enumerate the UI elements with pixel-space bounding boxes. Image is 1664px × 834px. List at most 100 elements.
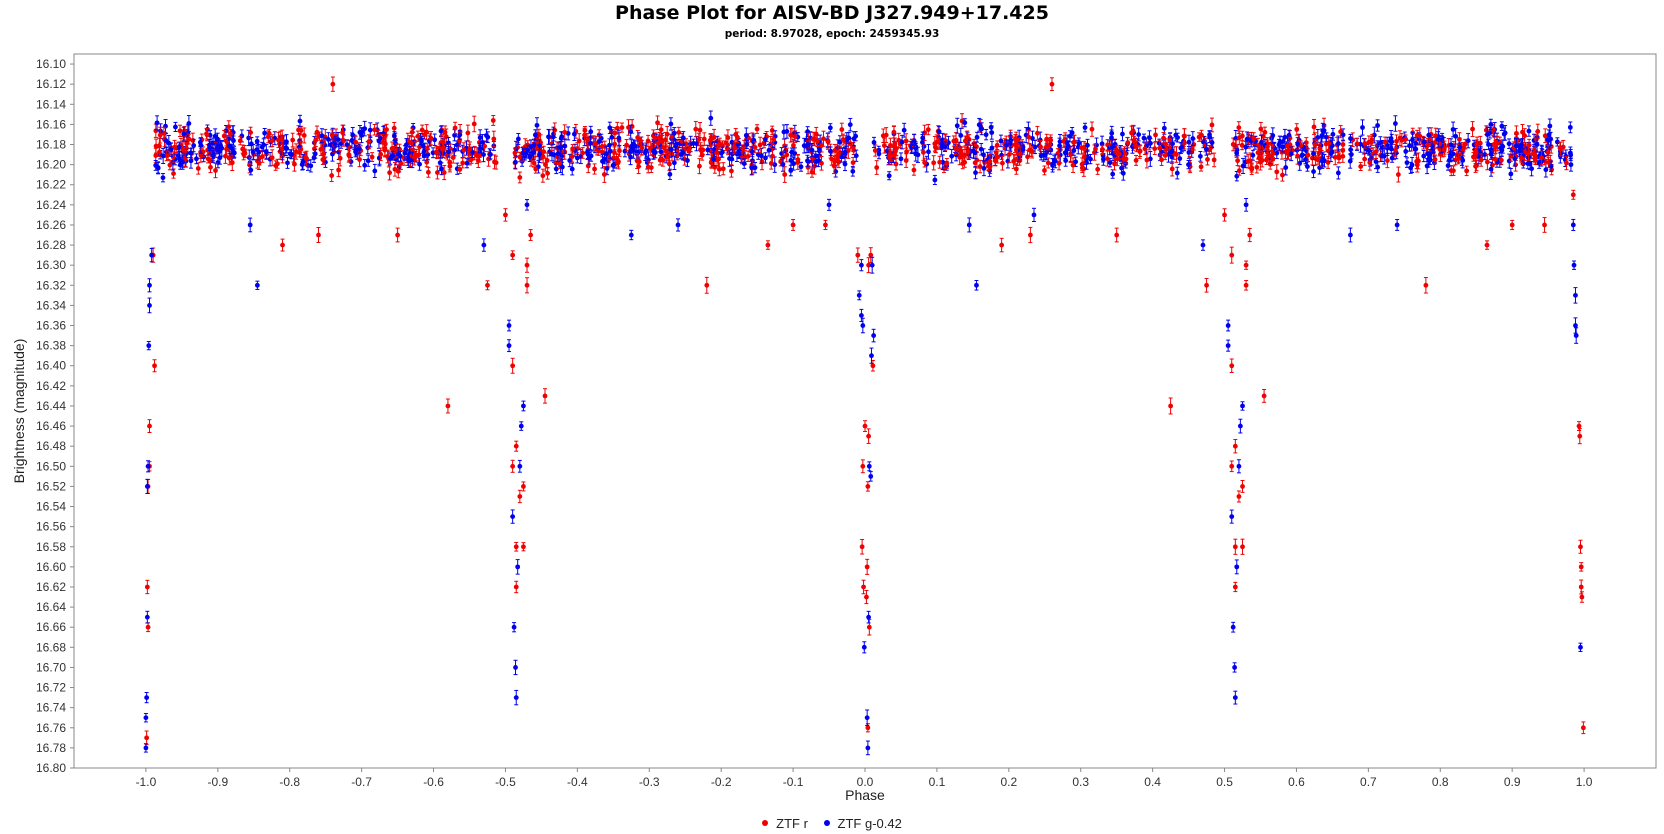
data-point-ztf-g [671,155,677,171]
data-point-ztf-r [1236,121,1242,135]
data-point-ztf-g [430,147,436,159]
data-point-ztf-g [1453,127,1459,145]
data-point-ztf-g [1408,161,1414,174]
data-point-ztf-g [741,158,747,169]
data-point-ztf-r [1354,137,1360,150]
y-axis-label: Brightness (magnitude) [11,339,27,484]
data-point-ztf-g [1460,152,1466,169]
data-point-ztf-r [1280,168,1285,182]
legend-item-ztf-r: ZTF r [762,816,808,831]
data-point-ztf-g [391,131,397,141]
y-tick-label: 16.58 [36,540,66,554]
data-point-ztf-r [269,149,275,167]
x-tick-label: -1.0 [136,775,157,789]
legend-marker-ztf-g [823,820,830,826]
data-point-ztf-g [154,115,160,131]
data-point-ztf-r [337,150,343,167]
data-point-ztf-g [1499,121,1505,131]
data-point-ztf-g [1508,167,1514,180]
data-point-ztf-g [901,122,907,138]
data-point-ztf-g [464,158,470,169]
data-point-ztf-r [1470,121,1475,138]
x-tick-label: 0.4 [1144,775,1161,789]
x-tick-label: 0.1 [929,775,946,789]
data-point-ztf-r [441,164,447,181]
data-point-ztf-g [569,162,575,176]
y-tick-label: 16.60 [36,560,66,574]
data-point-ztf-r [369,152,375,162]
data-point-ztf-g [983,128,989,141]
y-tick-label: 16.28 [36,238,66,252]
y-tick-label: 16.26 [36,218,66,232]
y-tick-label: 16.30 [36,258,66,272]
data-point-ztf-r [1230,137,1236,152]
x-tick-label: -0.3 [639,775,660,789]
data-point-ztf-r [372,124,378,136]
data-point-ztf-g [1286,129,1292,142]
x-tick-label: -0.2 [711,775,732,789]
data-point-ztf-r [729,164,734,178]
data-point-ztf-g [643,142,649,159]
data-point-ztf-g [1377,136,1383,150]
data-point-ztf-r [1522,128,1528,144]
y-tick-label: 16.36 [36,319,66,333]
data-point-ztf-r [1013,163,1019,175]
data-point-ztf-g [1389,153,1395,163]
data-point-ztf-g [326,132,331,147]
data-point-ztf-r [1070,157,1076,173]
data-point-ztf-g [607,143,613,159]
y-tick-label: 16.80 [36,761,66,775]
chart-title: Phase Plot for AISV-BD J327.949+17.425 [0,2,1664,24]
y-tick-label: 16.46 [36,419,66,433]
y-tick-label: 16.74 [36,701,66,715]
data-point-ztf-r [1315,155,1321,165]
y-tick-label: 16.50 [36,459,66,473]
data-point-ztf-g [160,173,166,183]
data-point-ztf-g [973,166,978,180]
data-point-ztf-r [992,155,998,167]
data-point-ztf-r [1474,160,1479,172]
y-tick-label: 16.72 [36,681,66,695]
data-point-ztf-g [1567,121,1573,134]
x-tick-label: 0.7 [1360,775,1377,789]
y-tick-label: 16.10 [36,57,66,71]
data-point-ztf-g [1107,157,1113,168]
x-tick-label: 0.3 [1072,775,1089,789]
data-point-ztf-r [1042,165,1047,176]
y-tick-label: 16.34 [36,298,66,312]
x-tick-label: -0.8 [279,775,300,789]
data-point-ztf-g [886,171,892,181]
data-point-ztf-g [607,121,613,134]
data-point-ztf-g [262,128,268,139]
data-point-ztf-g [1020,141,1026,153]
data-point-ztf-g [939,138,945,151]
y-tick-label: 16.52 [36,479,66,493]
data-point-ztf-g [488,149,493,160]
x-tick-label: 0.5 [1216,775,1233,789]
y-tick-label: 16.14 [36,97,66,111]
data-point-ztf-r [1133,154,1139,166]
x-tick-label: 0.6 [1288,775,1305,789]
data-point-ztf-r [697,122,703,139]
y-tick-label: 16.12 [36,77,66,91]
data-point-ztf-g [362,159,368,172]
data-point-ztf-g [365,154,371,167]
y-tick-label: 16.66 [36,620,66,634]
data-point-ztf-g [1403,145,1409,158]
y-tick-label: 16.64 [36,600,66,614]
data-point-ztf-r [1068,146,1074,163]
x-tick-label: -0.9 [207,775,228,789]
data-point-ztf-g [805,154,810,167]
y-tick-label: 16.24 [36,198,66,212]
data-point-ztf-r [391,121,397,135]
data-point-ztf-r [1095,163,1101,175]
x-tick-label: 0.9 [1504,775,1521,789]
data-point-ztf-r [276,131,281,149]
data-point-ztf-r [517,171,523,184]
x-axis-label: Phase [845,787,885,803]
data-point-ztf-r [676,126,682,139]
data-point-ztf-r [1393,143,1398,157]
y-tick-label: 16.76 [36,721,66,735]
data-point-ztf-g [989,140,995,156]
data-point-ztf-g [1375,119,1380,132]
